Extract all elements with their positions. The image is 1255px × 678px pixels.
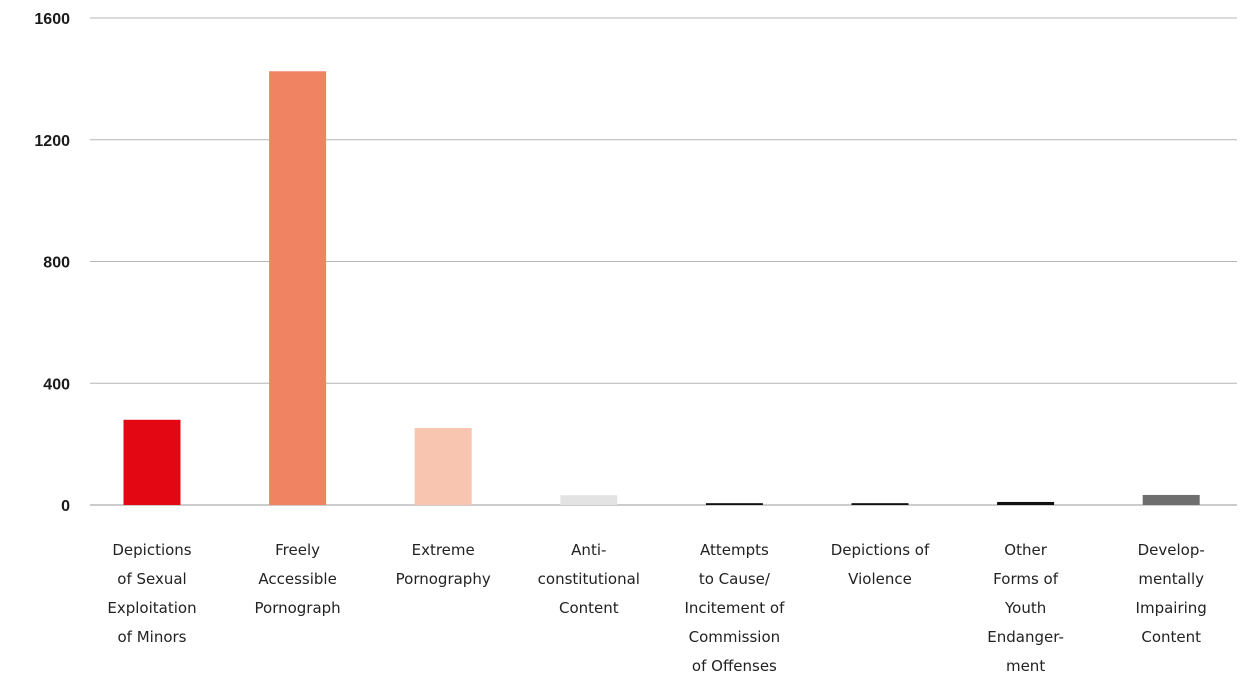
x-category-label-line: mentally	[1138, 570, 1204, 588]
x-category-label-line: Youth	[1004, 599, 1046, 617]
x-category-label-line: Freely	[275, 541, 320, 559]
y-tick-label: 1200	[34, 133, 70, 150]
bar	[851, 503, 909, 505]
bar	[705, 503, 763, 505]
x-category-label-line: Content	[1141, 628, 1201, 646]
x-category-label-line: Content	[559, 599, 619, 617]
y-axis-tick-labels: 0 400 800 1200 1600	[34, 11, 70, 515]
y-tick-label: 0	[61, 498, 70, 515]
x-category-label-line: Depictions of	[831, 541, 930, 559]
x-category-label-line: Forms of	[993, 570, 1059, 588]
y-tick-label: 800	[43, 255, 70, 272]
y-tick-label: 400	[43, 376, 70, 393]
x-category-label-line: Violence	[848, 570, 912, 588]
bar	[414, 427, 472, 505]
x-category-label-line: of Offenses	[692, 657, 777, 675]
x-category-label: Develop-mentally Impairing Content	[1136, 541, 1207, 646]
x-category-label: Anti-constitutional Content	[538, 541, 640, 617]
x-category-label-line: Attempts	[700, 541, 769, 559]
x-category-label-line: Endanger-	[987, 628, 1064, 646]
x-category-label-line: Extreme	[412, 541, 475, 559]
x-category-label-line: Incitement of	[684, 599, 785, 617]
x-category-label-line: of Sexual	[117, 570, 186, 588]
x-category-label-line: to Cause/	[699, 570, 771, 588]
x-category-label-line: Accessible	[258, 570, 336, 588]
x-category-label-line: Exploitation	[107, 599, 196, 617]
x-axis-category-labels: Depictions of Sexual Exploitation of Minors…	[107, 541, 1206, 675]
bar	[560, 495, 618, 505]
x-category-label-line: Pornography	[396, 570, 491, 588]
bar	[269, 71, 327, 505]
x-category-label: Depictions of Violence	[831, 541, 930, 588]
x-category-label-line: Other	[1004, 541, 1047, 559]
x-category-label: Attempts to Cause/Incitement of Commission…	[684, 541, 785, 675]
gridlines	[90, 17, 1237, 506]
bar	[1142, 494, 1200, 505]
x-category-label: Other Forms of Youth Endanger-ment	[987, 541, 1064, 675]
x-category-label: Freely Accessible Pornograph	[255, 541, 341, 617]
x-category-label-line: Develop-	[1138, 541, 1205, 559]
y-tick-label: 1600	[34, 11, 70, 28]
x-category-label-line: Anti-	[571, 541, 606, 559]
x-category-label-line: ment	[1006, 657, 1045, 675]
bar	[997, 501, 1055, 505]
x-category-label: Extreme Pornography	[396, 541, 491, 588]
x-category-label: Depictions of Sexual Exploitation of Minors	[107, 541, 196, 646]
x-category-label-line: Depictions	[112, 541, 191, 559]
x-category-label-line: constitutional	[538, 570, 640, 588]
bars	[123, 71, 1200, 505]
x-category-label-line: Impairing	[1136, 599, 1207, 617]
bar	[123, 419, 181, 505]
x-category-label-line: Commission	[689, 628, 781, 646]
x-category-label-line: of Minors	[117, 628, 186, 646]
x-category-label-line: Pornograph	[255, 599, 341, 617]
